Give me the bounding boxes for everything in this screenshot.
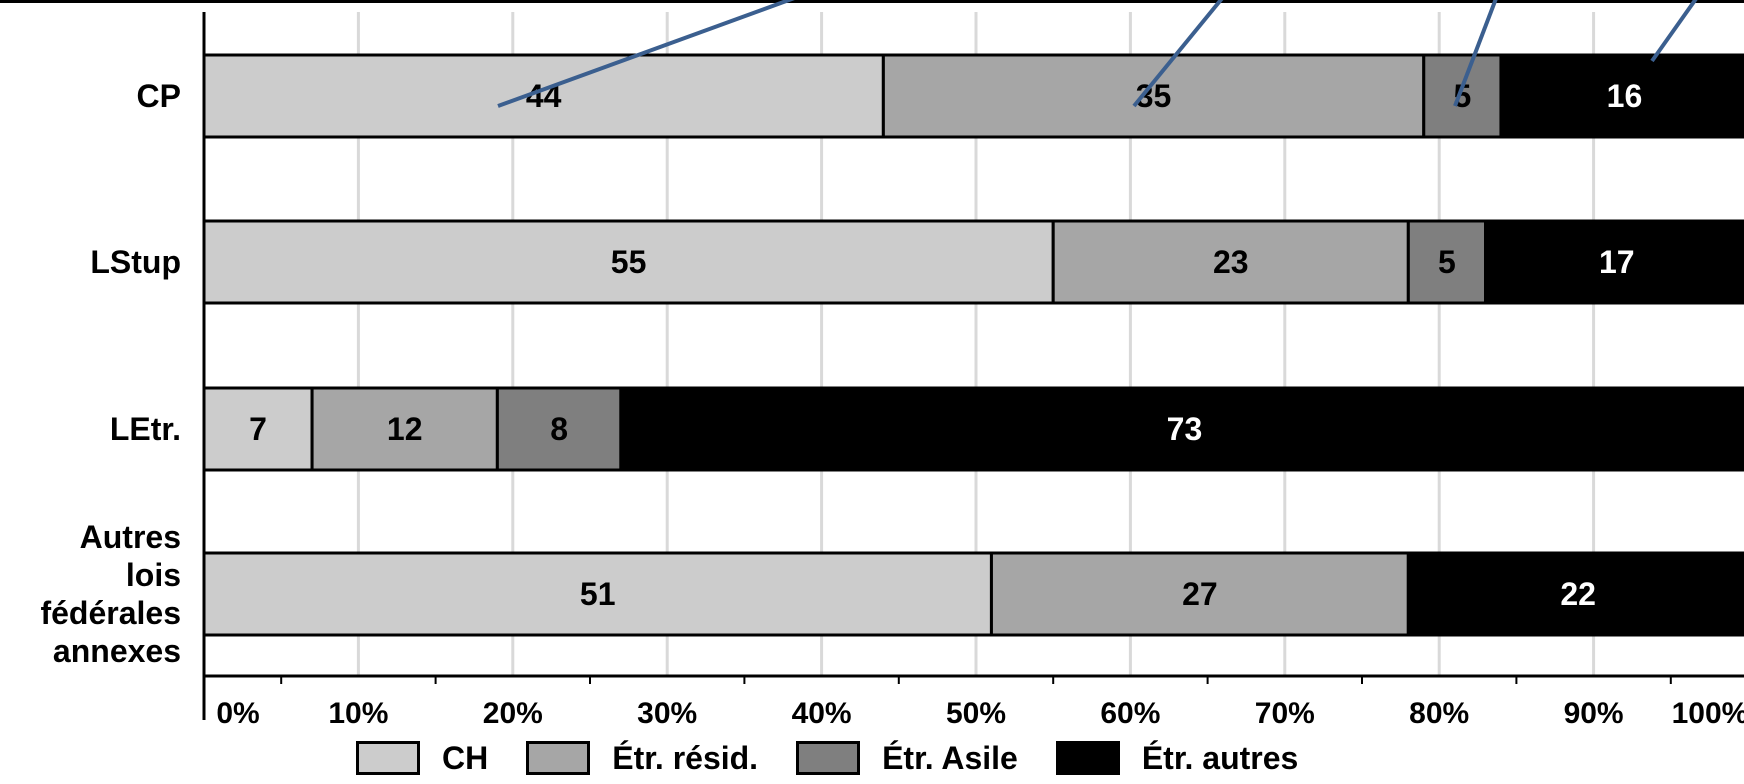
x-tick-label: 0% [216, 697, 259, 730]
category-label: lois [126, 557, 181, 593]
x-tick-label: 60% [1100, 697, 1160, 730]
bar-segment [1406, 551, 1744, 637]
annotation-leader-line [1650, 0, 1698, 63]
data-label: 23 [1213, 244, 1249, 280]
bar-segment [202, 386, 314, 472]
legend-item-etr-autres: Étr. autres [1055, 739, 1299, 777]
x-tick-label: 20% [483, 697, 543, 730]
data-label: 73 [1167, 411, 1203, 447]
x-tick-label: 80% [1409, 697, 1469, 730]
legend-swatch-etr-autres [1055, 741, 1120, 775]
x-tick-label: 70% [1255, 697, 1315, 730]
legend-swatch-ch [356, 741, 420, 775]
x-tick-label: 30% [637, 697, 697, 730]
legend-swatch-etr-asile [796, 741, 861, 775]
legend-item-ch: CH [356, 740, 488, 777]
legend-label-etr-asile: Étr. Asile [882, 739, 1018, 776]
legend-label-ch: CH [442, 739, 489, 776]
data-label: 55 [611, 244, 647, 280]
legend-item-etr-resid: Étr. résid. [526, 740, 758, 777]
category-label: Autres [80, 519, 181, 555]
data-label: 8 [550, 411, 568, 447]
bar-segment [310, 386, 499, 472]
data-label: 5 [1438, 244, 1456, 280]
bar-segment [1422, 53, 1503, 139]
x-tick-label: 100% [1672, 697, 1744, 730]
data-label: 51 [580, 576, 616, 612]
legend-item-etr-asile: Étr. Asile [796, 740, 1018, 777]
bar-segment [495, 386, 623, 472]
x-tick-label: 50% [946, 697, 1006, 730]
bar-segment [989, 551, 1410, 637]
category-label: fédérales [40, 595, 181, 631]
data-label: 16 [1607, 78, 1643, 114]
bar-segment [1484, 219, 1744, 305]
bar-segment [202, 551, 993, 637]
bar-segment [1051, 219, 1410, 305]
data-label: 7 [249, 411, 267, 447]
annotation-leader-line [1453, 0, 1498, 107]
legend: CH Étr. résid. Étr. Asile Étr. autres [356, 738, 1336, 778]
bar-segment [1499, 53, 1744, 139]
category-label: LStup [90, 244, 181, 280]
x-tick-label: 40% [792, 697, 852, 730]
annotation-leader-line [497, 0, 795, 108]
category-label: LEtr. [110, 411, 181, 447]
data-label: 5 [1453, 78, 1471, 114]
bar-segment [619, 386, 1744, 472]
x-tick-label: 90% [1564, 697, 1624, 730]
data-label: 12 [387, 411, 423, 447]
bar-segment [881, 53, 1426, 139]
x-tick-label: 10% [328, 697, 388, 730]
annotation-leader-line [1132, 0, 1224, 108]
category-label: CP [137, 78, 181, 114]
legend-label-etr-resid: Étr. résid. [612, 739, 759, 776]
legend-swatch-etr-resid [526, 741, 591, 775]
data-label: 22 [1560, 576, 1596, 612]
legend-label-etr-autres: Étr. autres [1141, 739, 1299, 776]
data-label: 17 [1599, 244, 1635, 280]
data-label: 27 [1182, 576, 1218, 612]
category-label: annexes [53, 633, 181, 669]
